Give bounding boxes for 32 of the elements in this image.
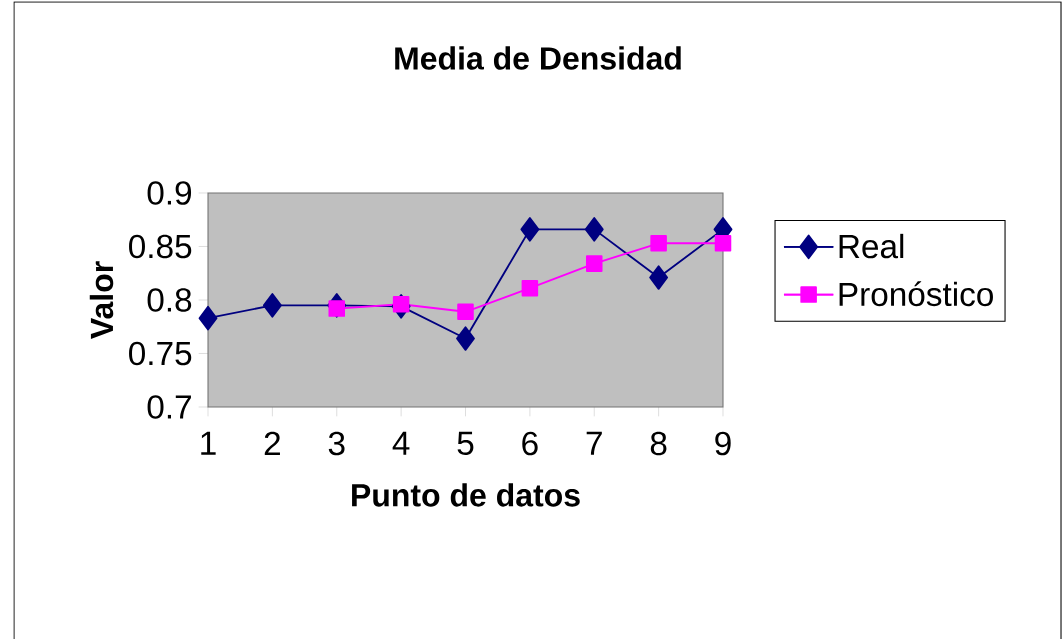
y-tick-label: 0.85 (129, 234, 192, 259)
x-tick-label: 8 (650, 431, 667, 456)
point (392, 296, 410, 313)
point (649, 265, 669, 290)
point (198, 305, 218, 331)
x-tick-label: 5 (457, 431, 474, 455)
point (456, 326, 475, 351)
point (584, 217, 604, 242)
point (457, 303, 474, 321)
point (328, 300, 346, 317)
legend-label: Pronóstico (839, 281, 993, 307)
point (650, 235, 667, 252)
x-tick-label: 4 (392, 431, 410, 455)
x-tick-label: 2 (264, 431, 280, 455)
x-tick-label: 6 (522, 431, 538, 456)
point (585, 255, 603, 272)
point (714, 235, 732, 252)
legend-label: Real (839, 233, 904, 259)
x-tick-label: 7 (586, 431, 602, 455)
y-tick-label: 0.7 (147, 395, 191, 419)
y-tick-label: 0.9 (147, 181, 192, 205)
point (262, 293, 282, 318)
point (521, 279, 539, 297)
x-tick-label: 9 (715, 431, 731, 456)
chart-title: Media de Densidad (395, 46, 681, 70)
y-axis-title: Valor (89, 261, 114, 339)
y-tick-label: 0.8 (147, 288, 192, 312)
point (520, 217, 540, 242)
x-axis-title: Punto de datos (352, 483, 580, 507)
y-tick-label: 0.75 (129, 341, 192, 366)
x-tick-label: 1 (201, 431, 216, 455)
x-tick-label: 3 (328, 431, 345, 456)
